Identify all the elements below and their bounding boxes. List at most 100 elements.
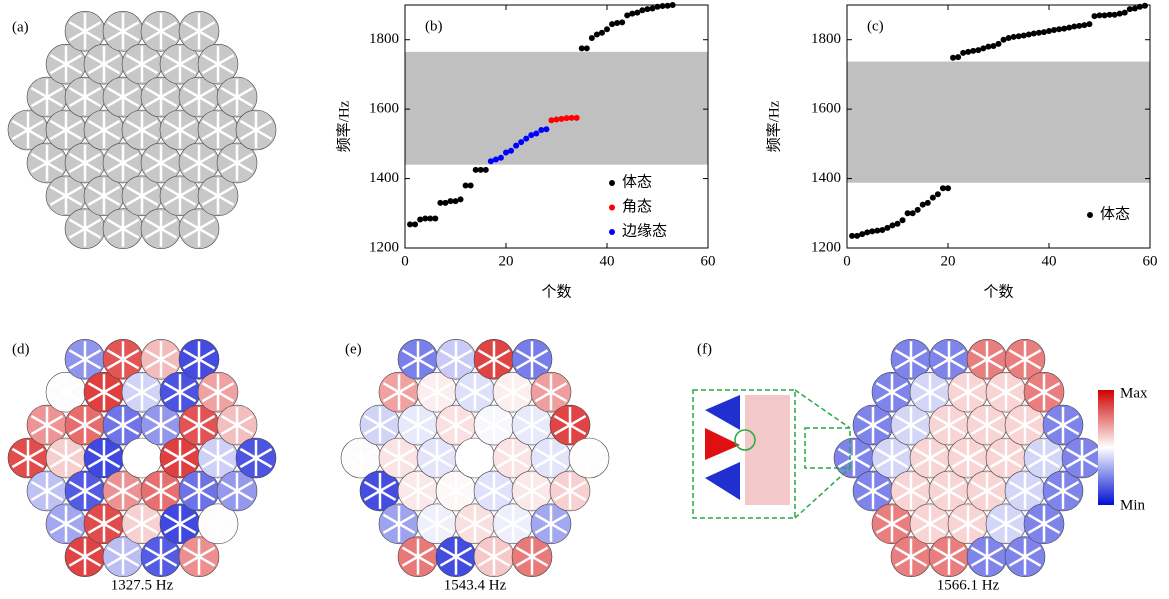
- panel-label: (b): [425, 18, 443, 34]
- point: [869, 228, 875, 234]
- point: [945, 185, 951, 191]
- x-tick-label: 20: [499, 253, 514, 269]
- point: [985, 44, 991, 50]
- band: [405, 52, 708, 165]
- legend-label: 边缘态: [622, 222, 667, 239]
- x-axis-label: 个数: [541, 283, 571, 300]
- point: [874, 228, 880, 234]
- point: [1016, 33, 1022, 39]
- point: [1011, 34, 1017, 40]
- point: [1076, 23, 1082, 29]
- y-tick-label: 1400: [811, 170, 841, 186]
- y-tick-label: 1800: [811, 31, 841, 47]
- point: [1061, 26, 1067, 32]
- point: [1117, 11, 1123, 17]
- legend-label: 体态: [622, 173, 652, 190]
- legend-marker: [609, 180, 615, 186]
- point: [895, 221, 901, 227]
- point: [1081, 22, 1087, 28]
- point: [960, 50, 966, 56]
- point: [604, 26, 610, 32]
- band: [847, 62, 1150, 183]
- colorbar: [1098, 390, 1114, 505]
- point: [1102, 12, 1108, 18]
- y-tick-label: 1800: [369, 31, 399, 47]
- point: [864, 229, 870, 235]
- point: [543, 126, 549, 132]
- point: [498, 155, 504, 161]
- x-tick-label: 60: [1143, 253, 1158, 269]
- point: [417, 217, 423, 223]
- point: [1006, 35, 1012, 41]
- point: [1021, 33, 1027, 39]
- legend-label: 体态: [1100, 205, 1130, 222]
- legend-label: 角态: [622, 198, 652, 215]
- point: [1086, 21, 1092, 27]
- legend-marker: [1087, 212, 1093, 218]
- point: [1041, 29, 1047, 35]
- point: [508, 148, 514, 154]
- point: [432, 215, 438, 221]
- figure: (a) (d) (e) (f) 1327.5 Hz 1543.4 Hz 1566…: [0, 0, 1169, 599]
- x-tick-label: 60: [701, 253, 716, 269]
- point: [523, 136, 529, 142]
- point: [935, 191, 941, 197]
- point: [483, 167, 489, 173]
- point: [1051, 27, 1057, 33]
- point: [589, 35, 595, 41]
- point: [554, 117, 560, 123]
- point: [955, 54, 961, 60]
- point: [639, 7, 645, 13]
- y-tick-label: 1400: [369, 170, 399, 186]
- point: [1127, 6, 1133, 12]
- point: [559, 116, 565, 122]
- panel-label: (e): [345, 341, 362, 357]
- point: [574, 115, 580, 121]
- point: [468, 183, 474, 189]
- point: [629, 11, 635, 17]
- point: [609, 21, 615, 27]
- panel-label: (c): [867, 18, 884, 34]
- point: [584, 45, 590, 51]
- y-axis-label: 频率/Hz: [765, 100, 782, 152]
- point: [513, 143, 519, 149]
- point: [614, 20, 620, 26]
- colorbar-min: Min: [1120, 497, 1146, 513]
- point: [533, 130, 539, 136]
- point: [518, 139, 524, 145]
- panel-label: (d): [12, 341, 30, 357]
- point: [950, 55, 956, 61]
- point: [1046, 28, 1052, 34]
- point: [1122, 10, 1128, 16]
- point: [1066, 25, 1072, 31]
- inset-image: [705, 395, 790, 505]
- point: [1036, 30, 1042, 36]
- y-axis-label: 频率/Hz: [335, 100, 352, 152]
- point: [925, 200, 931, 206]
- x-tick-label: 0: [401, 253, 409, 269]
- y-tick-label: 1200: [811, 239, 841, 255]
- point: [1112, 12, 1118, 18]
- x-tick-label: 0: [843, 253, 851, 269]
- caption: 1327.5 Hz: [111, 577, 174, 593]
- point: [1142, 3, 1148, 9]
- point: [970, 48, 976, 54]
- point: [619, 19, 625, 25]
- x-tick-label: 20: [941, 253, 956, 269]
- point: [900, 217, 906, 223]
- point: [458, 196, 464, 202]
- point: [655, 4, 661, 10]
- point: [1137, 4, 1143, 10]
- point: [412, 221, 418, 227]
- x-tick-label: 40: [1042, 253, 1057, 269]
- y-tick-label: 1600: [811, 101, 841, 117]
- point: [1026, 32, 1032, 38]
- point: [910, 210, 916, 216]
- point: [1056, 26, 1062, 32]
- point: [665, 3, 671, 9]
- point: [930, 195, 936, 201]
- point: [538, 127, 544, 133]
- point: [965, 49, 971, 55]
- caption: 1543.4 Hz: [444, 577, 507, 593]
- y-tick-label: 1600: [369, 101, 399, 117]
